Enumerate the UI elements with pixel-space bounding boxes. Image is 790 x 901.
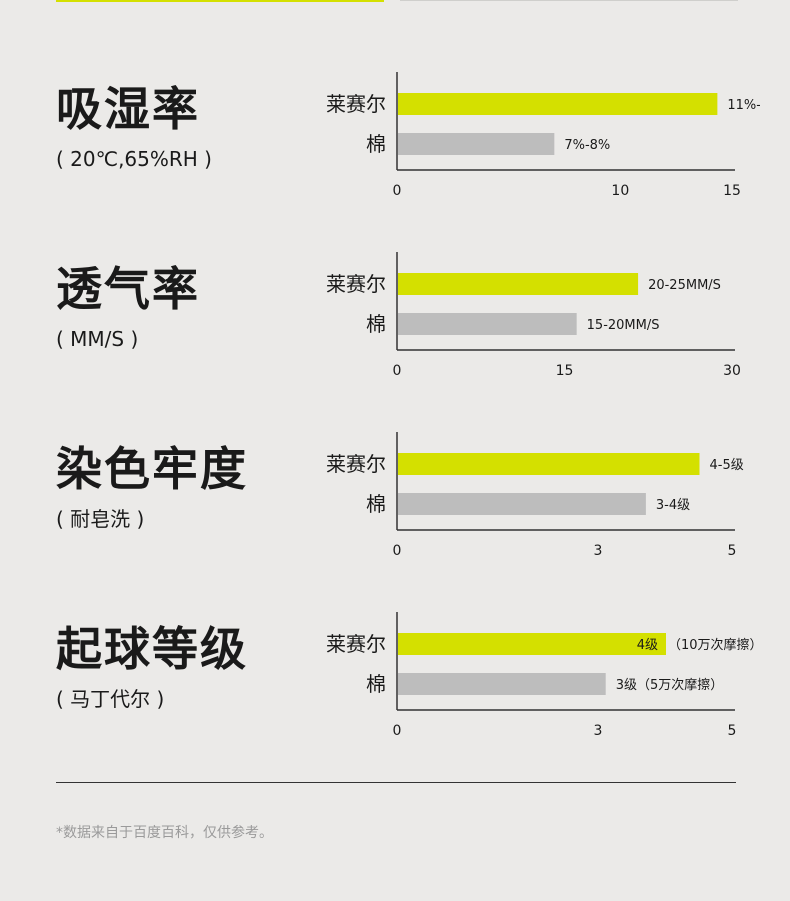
data-label: 7%-8% xyxy=(564,138,610,153)
x-tick-label: 0 xyxy=(393,183,402,199)
category-label: 棉 xyxy=(366,672,386,696)
data-label: 15-20MM/S xyxy=(587,318,660,333)
data-label: 4级 xyxy=(637,638,658,653)
bar xyxy=(398,673,606,695)
category-label: 棉 xyxy=(366,312,386,336)
bar xyxy=(398,633,666,655)
x-tick-label: 0 xyxy=(393,723,402,739)
bar xyxy=(398,93,718,115)
x-tick-label: 15 xyxy=(556,363,574,379)
x-tick-label: 5 xyxy=(728,543,737,559)
bar xyxy=(398,313,577,335)
category-label: 棉 xyxy=(366,492,386,516)
footnote: *数据来自于百度百科，仅供参考。 xyxy=(56,825,273,841)
chart-title: 吸湿率 xyxy=(56,82,200,136)
chart-subtitle: ( 20℃,65%RH ) xyxy=(56,147,212,171)
x-tick-label: 5 xyxy=(728,723,737,739)
chart-title: 染色牢度 xyxy=(56,442,248,496)
x-tick-label: 10 xyxy=(611,183,629,199)
bar-chart: 莱赛尔 20-25MM/S 棉 15-20MM/S 0 15 30 xyxy=(326,252,741,379)
category-label: 棉 xyxy=(366,132,386,156)
chart-block-breathability: 透气率 ( MM/S ) 莱赛尔 20-25MM/S 棉 15-20MM/S 0 15 30 xyxy=(0,252,790,402)
category-label: 莱赛尔 xyxy=(326,632,386,656)
chart-block-moisture: 吸湿率 ( 20℃,65%RH ) 莱赛尔 11%-13% 棉 7%-8% 0 10 15 xyxy=(0,72,790,222)
bar xyxy=(398,453,700,475)
data-label: 4-5级 xyxy=(710,458,744,473)
data-label: 20-25MM/S xyxy=(648,278,721,293)
category-label: 莱赛尔 xyxy=(326,92,386,116)
chart-block-pilling: 起球等级 ( 马丁代尔 ) 莱赛尔 4级 （10万次摩擦） 棉 3级（5万次摩擦） 0 3 5 xyxy=(0,612,790,762)
bar-chart: 莱赛尔 11%-13% 棉 7%-8% 0 10 15 xyxy=(326,72,760,199)
chart-title: 透气率 xyxy=(56,262,200,316)
top-gray-line xyxy=(400,0,738,1)
data-label-note: （10万次摩擦） xyxy=(668,637,760,653)
bar-chart: 莱赛尔 4级 （10万次摩擦） 棉 3级（5万次摩擦） 0 3 5 xyxy=(326,612,760,739)
x-tick-label: 30 xyxy=(723,363,741,379)
bar xyxy=(398,273,639,295)
bottom-divider xyxy=(56,782,736,783)
chart-block-colorfastness: 染色牢度 ( 耐皂洗 ) 莱赛尔 4-5级棉 3-4级 0 3 5 xyxy=(0,432,790,582)
x-tick-label: 15 xyxy=(723,183,741,199)
category-label: 莱赛尔 xyxy=(326,272,386,296)
bar xyxy=(398,493,646,515)
x-tick-label: 0 xyxy=(393,363,402,379)
chart-title: 起球等级 xyxy=(56,622,248,676)
category-label: 莱赛尔 xyxy=(326,452,386,476)
chart-subtitle: ( 耐皂洗 ) xyxy=(56,507,145,531)
top-accent-line xyxy=(56,0,384,2)
chart-subtitle: ( 马丁代尔 ) xyxy=(56,687,165,711)
x-tick-label: 3 xyxy=(594,543,603,559)
data-label: 3-4级 xyxy=(656,498,690,513)
data-label: 11%-13% xyxy=(727,98,760,113)
chart-subtitle: ( MM/S ) xyxy=(56,327,139,351)
bar xyxy=(398,133,555,155)
x-tick-label: 0 xyxy=(393,543,402,559)
data-label: 3级（5万次摩擦） xyxy=(616,677,724,693)
bar-chart: 莱赛尔 4-5级棉 3-4级 0 3 5 xyxy=(326,432,744,559)
x-tick-label: 3 xyxy=(594,723,603,739)
